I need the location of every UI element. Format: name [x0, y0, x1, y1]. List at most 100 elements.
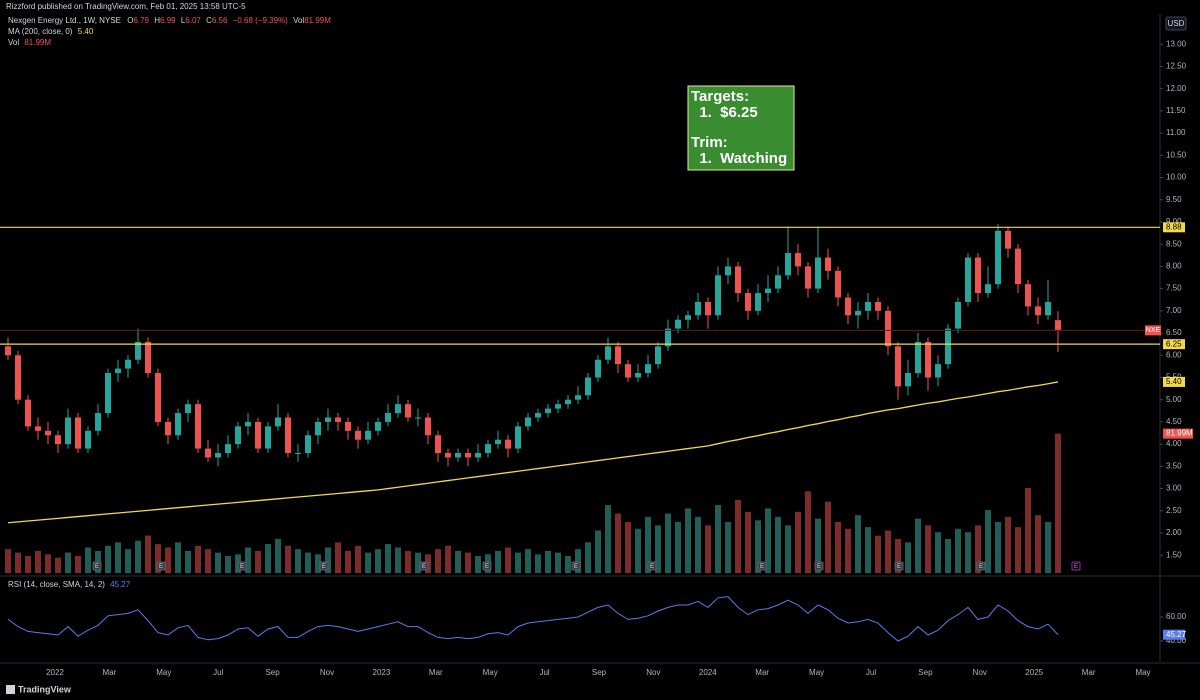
candle-body [365, 430, 371, 440]
legend-vol-value: 81.99M [304, 16, 331, 25]
x-tick-label: 2024 [699, 668, 717, 677]
volume-bar [165, 547, 171, 573]
candle-body [105, 373, 111, 414]
candle-body [305, 435, 311, 454]
x-tick-label: May [1135, 668, 1150, 677]
y-tick-label: 5.00 [1166, 395, 1182, 404]
candle-body [625, 364, 631, 378]
candle-body [455, 453, 461, 458]
y-tick-label: 13.00 [1166, 39, 1187, 48]
logo-icon [6, 685, 15, 694]
candle-body [565, 399, 571, 405]
earnings-box [482, 561, 492, 571]
candle-body [415, 417, 421, 419]
y-tick-label: 11.50 [1166, 106, 1186, 115]
volume-bar [295, 549, 301, 573]
volume-bar [55, 557, 61, 573]
volume-bar [445, 545, 451, 573]
volume-bar [195, 545, 201, 573]
candle-body [555, 404, 561, 409]
volume-bar [35, 550, 41, 573]
candle-body [775, 275, 781, 289]
legend-o: O [127, 16, 133, 25]
candle-body [235, 426, 241, 445]
candle-body [1045, 301, 1051, 316]
x-tick-label: 2023 [373, 668, 391, 677]
candle-body [675, 319, 681, 329]
vol-value: 81.99M [24, 38, 51, 47]
candle-body [5, 346, 11, 356]
volume-bar [775, 516, 781, 573]
earnings-box [647, 561, 657, 571]
candle-body [1005, 230, 1011, 249]
y-tick-label: 3.50 [1166, 461, 1182, 470]
y-tick-label: 9.00 [1166, 217, 1182, 226]
candle-body [495, 439, 501, 445]
volume-bar [995, 522, 1001, 573]
volume-bar [1015, 527, 1021, 573]
level-label-box [1163, 339, 1185, 350]
volume-bar [245, 547, 251, 573]
volume-bar [545, 550, 551, 573]
legend-title: Nexgen Energy Ltd., 1W, NYSE [8, 16, 121, 25]
x-tick-label: Sep [592, 668, 607, 677]
x-tick-label: Jul [539, 668, 549, 677]
annotation-box [687, 85, 795, 171]
earnings-box [814, 561, 824, 571]
candle-body [65, 417, 71, 445]
volume-bar [625, 522, 631, 573]
candle-body [445, 453, 451, 458]
rsi-value: 45.27 [110, 580, 131, 589]
x-tick-label: Sep [265, 668, 280, 677]
y-tick-label: 8.00 [1166, 262, 1182, 271]
annotation-line: 1. $6.25 [691, 104, 758, 121]
legend-change: −0.68 (−9.39%) [233, 16, 288, 25]
volume-bar [215, 552, 221, 573]
volume-bar [495, 550, 501, 573]
x-tick-label: Mar [1082, 668, 1096, 677]
symbol-box [1145, 325, 1161, 336]
candle-body [385, 413, 391, 422]
legend-c-value: 6.56 [212, 16, 228, 25]
vol-title: Vol [8, 38, 19, 47]
volume-bar [105, 545, 111, 573]
volume-bar [705, 525, 711, 573]
volume-bar [285, 545, 291, 573]
earnings-marker: E [650, 564, 654, 570]
candle-body [985, 284, 991, 294]
candle-body [715, 275, 721, 316]
candle-body [995, 230, 1001, 285]
volume-bar [1055, 433, 1061, 573]
volume-bar [395, 547, 401, 573]
volume-bar [675, 522, 681, 573]
y-tick-label: 9.50 [1166, 195, 1182, 204]
earnings-marker: E [159, 564, 163, 570]
candle-body [75, 417, 81, 449]
rsi-label-box [1163, 629, 1185, 640]
earnings-marker: E [817, 564, 821, 570]
annotation-line: Targets: [691, 88, 749, 105]
volume-bar [185, 550, 191, 573]
legend-line: Nexgen Energy Ltd., 1W, NYSE O6.79 H6.99… [8, 16, 331, 25]
earnings-marker: E [760, 564, 764, 570]
candle-body [325, 417, 331, 422]
candle-body [505, 439, 511, 449]
volume-bar [365, 552, 371, 573]
candle-body [655, 346, 661, 365]
volume-bar [565, 556, 571, 573]
y-tick-label: 1.50 [1166, 550, 1182, 559]
earnings-box [1071, 561, 1081, 571]
candle-body [285, 417, 291, 454]
candle-body [585, 377, 591, 396]
volume-bar [345, 550, 351, 573]
legend-h-value: 6.99 [160, 16, 176, 25]
volume-bar [5, 549, 11, 573]
candle-body [345, 421, 351, 431]
level-label: 6.25 [1166, 339, 1182, 348]
candle-body [355, 430, 361, 440]
volume-bar [205, 549, 211, 573]
candle-body [645, 364, 651, 374]
y-tick-label: 4.00 [1166, 439, 1182, 448]
volume-bar [935, 532, 941, 573]
publisher: Rizzford published on TradingView.com, F… [6, 2, 246, 11]
